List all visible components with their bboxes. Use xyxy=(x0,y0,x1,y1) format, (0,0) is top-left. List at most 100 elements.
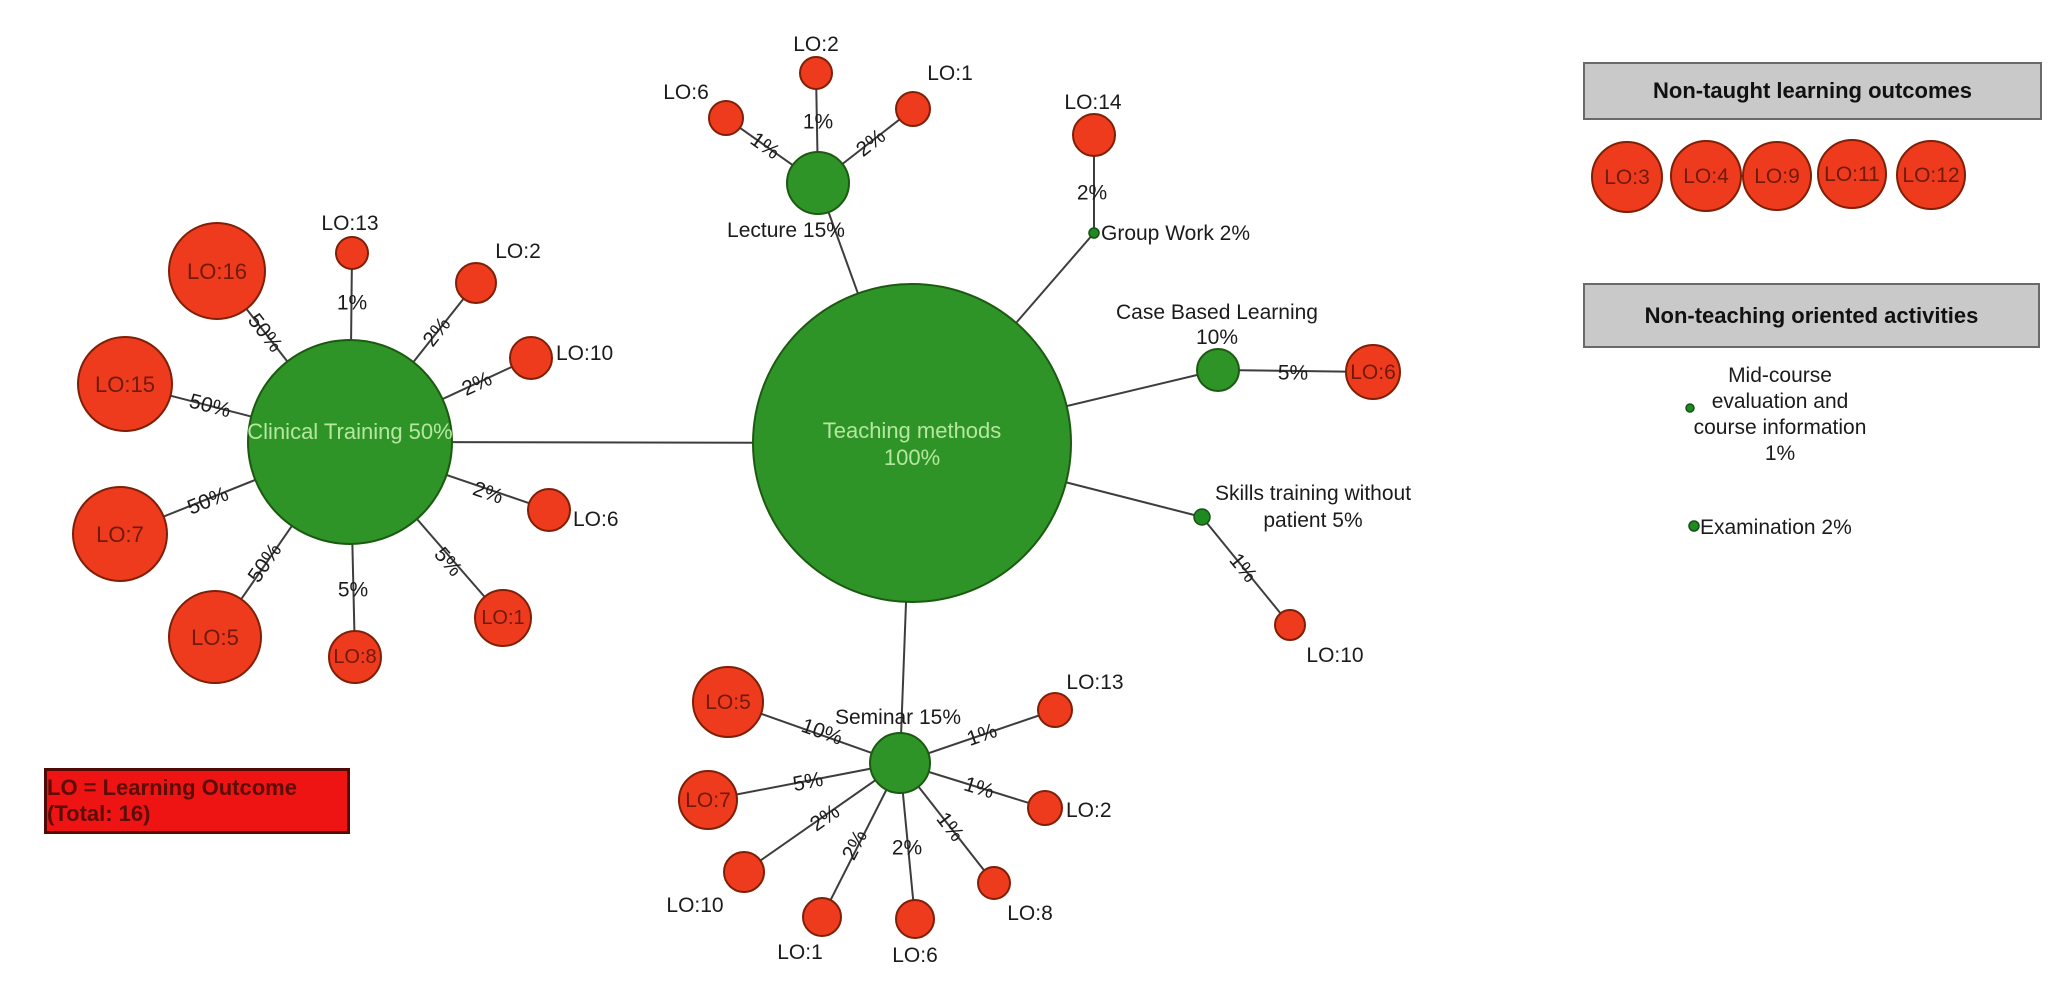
node-label-sem-lo5: LO:5 xyxy=(705,691,751,714)
node-label-lecture: Lecture 15% xyxy=(727,219,845,242)
node-label-cl-lo2: LO:2 xyxy=(495,240,541,263)
node-nt-lo11-circle xyxy=(1817,139,1887,209)
node-label-cl-lo16: LO:16 xyxy=(187,259,247,284)
node-label-nt-lo9: LO:9 xyxy=(1754,165,1800,188)
edge-label-seminar-sem-lo6: 2% xyxy=(892,837,922,860)
node-cb-lo6-circle xyxy=(1345,344,1401,400)
node-cl-lo15-circle xyxy=(77,336,173,432)
node-cl-lo5-circle xyxy=(168,590,262,684)
node-clinical-hub xyxy=(247,339,453,545)
node-skills-dot xyxy=(1193,508,1211,526)
non-taught-header-label: Non-taught learning outcomes xyxy=(1653,78,1972,103)
node-label-nt-lo3: LO:3 xyxy=(1604,166,1650,189)
node-mid-course-dot xyxy=(1685,403,1695,413)
node-case-based-hub xyxy=(1196,348,1240,392)
edge-label-clinical-cl-lo13: 1% xyxy=(337,292,367,315)
non-teaching-oriented-activities-header: Non-teaching oriented activities xyxy=(1583,283,2040,348)
non-taught-learning-outcomes-header: Non-taught learning outcomes xyxy=(1583,62,2042,120)
node-seminar-hub xyxy=(869,732,931,794)
node-label-sem-lo13: LO:13 xyxy=(1066,671,1123,694)
node-label-nt-lo11: LO:11 xyxy=(1824,163,1880,186)
node-nt-lo9-circle xyxy=(1742,141,1812,211)
node-label-teaching: Teaching methods 100% xyxy=(823,418,1002,470)
node-label-cl-lo6: LO:6 xyxy=(573,508,619,531)
node-label-nt-lo12: LO:12 xyxy=(1902,164,1959,187)
node-exam-dot xyxy=(1688,520,1700,532)
edge-label-seminar-sem-lo13: 1% xyxy=(964,719,1000,751)
node-label-skills: Skills training without patient 5% xyxy=(1215,482,1411,532)
edge-seminar-sem-lo7 xyxy=(707,762,901,801)
node-label-cl-lo8: LO:8 xyxy=(333,646,376,668)
node-label-sem-lo7: LO:7 xyxy=(685,789,731,812)
node-label-sk-lo10: LO:10 xyxy=(1306,644,1363,667)
node-label-mid-course: Mid-course evaluation and course informati… xyxy=(1694,364,1867,465)
edge-label-skills-sk-lo10: 1% xyxy=(1224,549,1261,587)
node-group-work-dot xyxy=(1088,227,1100,239)
edge-seminar-sem-lo10 xyxy=(743,762,901,873)
node-cl-lo10-circle xyxy=(509,336,553,380)
edge-label-clinical-cl-lo8: 5% xyxy=(338,579,368,602)
node-label-sem-lo2: LO:2 xyxy=(1066,799,1112,822)
legend-note-label: LO = Learning Outcome (Total: 16) xyxy=(47,775,297,826)
node-label-cl-lo1: LO:1 xyxy=(481,607,524,629)
node-label-sem-lo6: LO:6 xyxy=(892,944,938,967)
node-label-cl-lo15: LO:15 xyxy=(95,372,155,397)
node-label-sem-lo10: LO:10 xyxy=(666,894,723,917)
node-label-lec-lo2: LO:2 xyxy=(793,33,839,56)
node-label-case-based: Case Based Learning 10% xyxy=(1116,301,1318,349)
node-label-gw-lo14: LO:14 xyxy=(1064,91,1122,114)
edge-label-seminar-sem-lo1: 2% xyxy=(838,826,872,863)
nodes-layer xyxy=(72,56,1966,939)
node-label-sem-lo8: LO:8 xyxy=(1007,902,1053,925)
node-sem-lo10-circle xyxy=(723,851,765,893)
node-nt-lo3-circle xyxy=(1591,141,1663,213)
node-cl-lo8-circle xyxy=(328,630,382,684)
edge-label-clinical-cl-lo1: 5% xyxy=(429,543,466,581)
node-sem-lo1-circle xyxy=(802,897,842,937)
edge-label-clinical-cl-lo5: 50% xyxy=(244,539,287,587)
node-label-cl-lo7: LO:7 xyxy=(96,522,144,547)
edge-label-clinical-cl-lo16: 50% xyxy=(243,309,287,356)
node-sem-lo13-circle xyxy=(1037,692,1073,728)
node-lecture-hub xyxy=(786,151,850,215)
node-label-group-work: Group Work 2% xyxy=(1101,222,1250,245)
node-label-cl-lo10: LO:10 xyxy=(556,342,613,365)
edge-label-seminar-sem-lo7: 5% xyxy=(791,768,825,796)
node-label-sem-lo1: LO:1 xyxy=(777,941,823,964)
node-label-nt-lo4: LO:4 xyxy=(1683,165,1729,188)
non-teaching-header-label: Non-teaching oriented activities xyxy=(1644,302,1979,328)
node-cl-lo13-circle xyxy=(335,236,369,270)
node-sem-lo8-circle xyxy=(977,866,1011,900)
node-sk-lo10-circle xyxy=(1274,609,1306,641)
node-cl-lo7-circle xyxy=(72,486,168,582)
node-teaching-hub xyxy=(752,283,1072,603)
node-label-lec-lo6: LO:6 xyxy=(663,81,709,104)
node-label-exam: Examination 2% xyxy=(1700,516,1852,539)
edge-label-clinical-cl-lo6: 2% xyxy=(470,477,506,509)
edge-label-lecture-lec-lo2: 1% xyxy=(803,111,833,134)
node-sem-lo2-circle xyxy=(1027,790,1063,826)
node-sem-lo6-circle xyxy=(895,899,935,939)
edge-label-clinical-cl-lo7: 50% xyxy=(184,483,232,520)
node-lec-lo1-circle xyxy=(895,91,931,127)
node-cl-lo1-circle xyxy=(474,589,532,647)
node-nt-lo4-circle xyxy=(1670,140,1742,212)
edge-label-case-based-cb-lo6: 5% xyxy=(1278,361,1309,384)
node-cl-lo6-circle xyxy=(527,488,571,532)
edge-label-seminar-sem-lo2: 1% xyxy=(961,773,997,804)
learning-outcome-legend-note: LO = Learning Outcome (Total: 16) xyxy=(44,768,350,834)
node-gw-lo14-circle xyxy=(1072,113,1116,157)
node-lec-lo2-circle xyxy=(799,56,833,90)
edge-label-lecture-lec-lo6: 1% xyxy=(746,128,784,164)
node-cl-lo16-circle xyxy=(168,222,266,320)
node-lec-lo6-circle xyxy=(708,100,744,136)
edge-skills-sk-lo10 xyxy=(1201,516,1291,626)
node-nt-lo12-circle xyxy=(1896,140,1966,210)
edge-label-seminar-sem-lo8: 1% xyxy=(932,808,969,846)
node-label-clinical: Clinical Training 50% xyxy=(247,419,452,444)
edge-label-group-work-gw-lo14: 2% xyxy=(1077,182,1107,205)
edge-label-clinical-cl-lo2: 2% xyxy=(419,313,456,351)
node-label-seminar: Seminar 15% xyxy=(835,706,961,729)
